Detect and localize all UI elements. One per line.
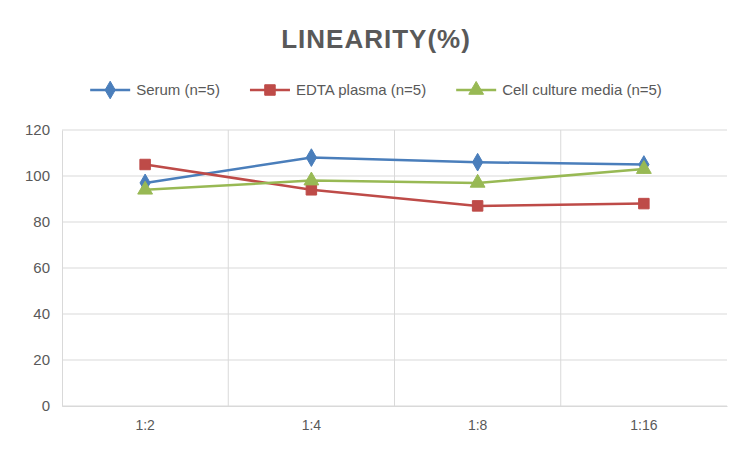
series xyxy=(138,161,652,195)
series-marker xyxy=(636,161,651,174)
category-divider xyxy=(560,130,561,406)
series xyxy=(140,159,649,211)
series-marker xyxy=(470,174,485,187)
x-tick-label: 1:2 xyxy=(135,417,155,433)
legend-marker xyxy=(469,81,484,94)
series-marker xyxy=(138,181,153,194)
chart-title: LINEARITY(%) xyxy=(281,24,471,54)
legend-item: EDTA plasma (n=5) xyxy=(250,81,426,98)
y-tick-label: 120 xyxy=(25,121,50,138)
y-tick-label: 100 xyxy=(25,167,50,184)
y-tick: 100 xyxy=(25,167,62,184)
series-line xyxy=(145,169,644,190)
category-dividers xyxy=(228,130,561,406)
y-tick: 40 xyxy=(33,305,62,322)
legend-item: Cell culture media (n=5) xyxy=(456,81,662,98)
x-tick-label: 1:4 xyxy=(302,417,322,433)
x-tick: 1:2 xyxy=(135,406,155,433)
series-marker xyxy=(304,172,319,185)
series xyxy=(140,149,649,192)
x-axis: 1:2 1:4 1:8 1:16 xyxy=(63,406,728,433)
background xyxy=(0,0,752,452)
legend: Serum (n=5) EDTA plasma (n=5) Cell culture… xyxy=(90,81,662,99)
y-tick: 120 xyxy=(25,121,62,138)
y-tick: 60 xyxy=(33,259,62,276)
x-tick: 1:8 xyxy=(468,406,488,433)
x-tick-label: 1:8 xyxy=(468,417,488,433)
series-marker xyxy=(140,159,150,169)
x-tick: 1:16 xyxy=(630,406,657,433)
category-divider xyxy=(394,130,395,406)
legend-label: Serum (n=5) xyxy=(136,81,220,98)
y-axis-line xyxy=(62,131,63,407)
series-marker xyxy=(306,149,316,167)
plot-area xyxy=(138,149,652,211)
y-tick: 20 xyxy=(33,351,62,368)
legend-label: EDTA plasma (n=5) xyxy=(296,81,426,98)
series-marker xyxy=(306,185,316,195)
series-marker xyxy=(472,201,482,211)
series-marker xyxy=(639,198,649,208)
x-tick: 1:4 xyxy=(302,406,322,433)
y-tick: 0 xyxy=(42,397,62,414)
y-tick: 80 xyxy=(33,213,62,230)
y-tick-label: 0 xyxy=(42,397,50,414)
series-line xyxy=(145,165,644,206)
y-axis: 0 20 40 60 80 100 120 xyxy=(25,121,63,414)
legend-label: Cell culture media (n=5) xyxy=(502,81,662,98)
legend-item: Serum (n=5) xyxy=(90,81,220,99)
y-tick-label: 20 xyxy=(33,351,50,368)
x-tick-label: 1:16 xyxy=(630,417,657,433)
series-marker xyxy=(473,153,483,171)
series-line xyxy=(145,158,644,183)
y-tick-label: 60 xyxy=(33,259,50,276)
legend-marker xyxy=(265,85,275,95)
x-axis-line xyxy=(63,406,728,407)
y-tick-label: 80 xyxy=(33,213,50,230)
y-tick-label: 40 xyxy=(33,305,50,322)
grid xyxy=(62,130,727,406)
legend-marker xyxy=(105,81,115,99)
